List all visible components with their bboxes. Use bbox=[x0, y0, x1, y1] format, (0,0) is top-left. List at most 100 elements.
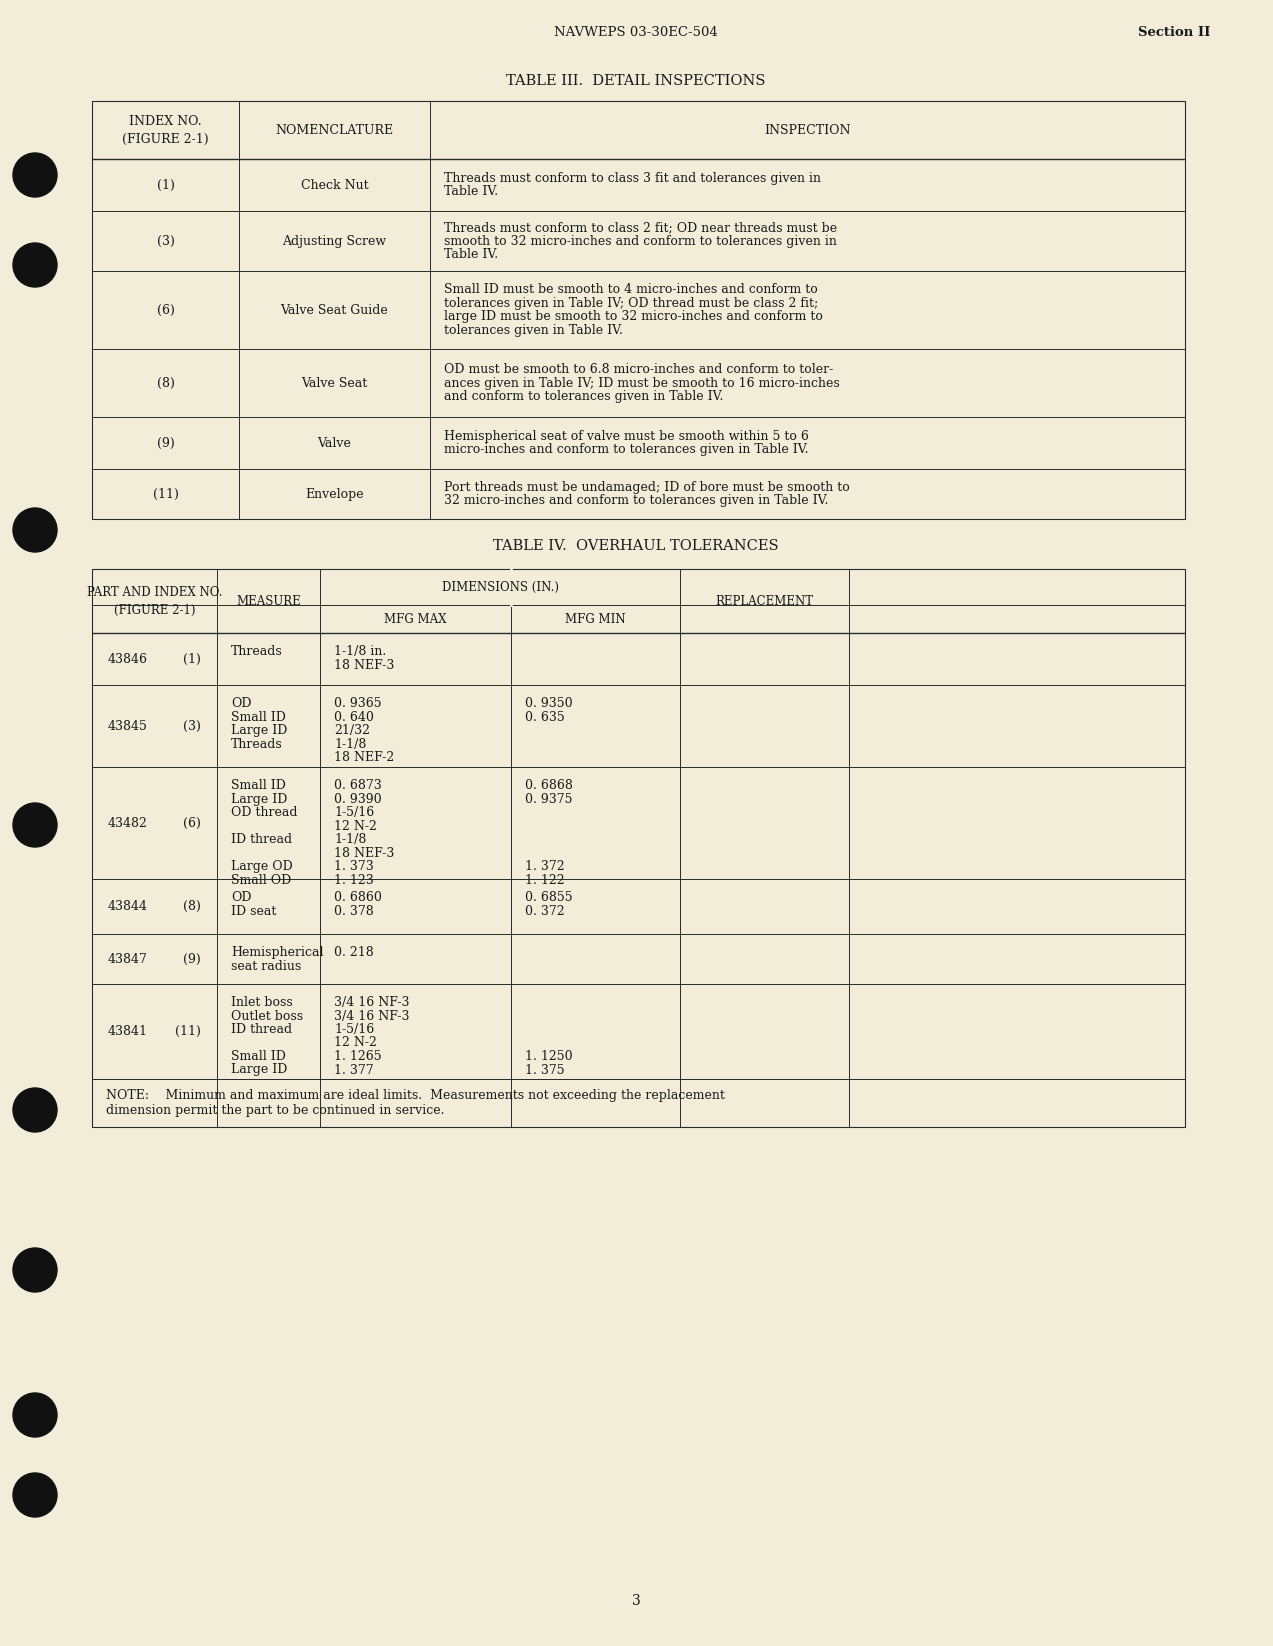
Text: 0. 372: 0. 372 bbox=[524, 905, 565, 917]
Text: (FIGURE 2-1): (FIGURE 2-1) bbox=[113, 604, 195, 617]
Text: NAVWEPS 03-30EC-504: NAVWEPS 03-30EC-504 bbox=[554, 26, 718, 40]
Text: (8): (8) bbox=[183, 900, 201, 914]
Text: (3): (3) bbox=[157, 234, 174, 247]
Text: 18 NEF-3: 18 NEF-3 bbox=[334, 658, 395, 672]
Text: Table IV.: Table IV. bbox=[444, 249, 498, 262]
Text: 12 N-2: 12 N-2 bbox=[334, 820, 377, 833]
Text: Section II: Section II bbox=[1138, 26, 1211, 40]
Text: 3/4 16 NF-3: 3/4 16 NF-3 bbox=[334, 1009, 410, 1022]
Text: 43482: 43482 bbox=[108, 816, 148, 830]
Text: 1. 1265: 1. 1265 bbox=[334, 1050, 382, 1063]
Text: 1. 373: 1. 373 bbox=[334, 859, 374, 872]
Text: MEASURE: MEASURE bbox=[236, 594, 300, 607]
Text: (6): (6) bbox=[183, 816, 201, 830]
Text: Valve Seat Guide: Valve Seat Guide bbox=[280, 303, 388, 316]
Text: Threads: Threads bbox=[230, 737, 283, 751]
Text: (8): (8) bbox=[157, 377, 174, 390]
Circle shape bbox=[13, 244, 57, 286]
Text: INSPECTION: INSPECTION bbox=[764, 123, 850, 137]
Text: 0. 635: 0. 635 bbox=[524, 711, 565, 724]
Text: 21/32: 21/32 bbox=[334, 724, 370, 737]
Text: Small ID: Small ID bbox=[230, 779, 286, 792]
Text: 1. 375: 1. 375 bbox=[524, 1063, 565, 1076]
Text: and conform to tolerances given in Table IV.: and conform to tolerances given in Table… bbox=[444, 390, 723, 403]
Text: (1): (1) bbox=[183, 652, 201, 665]
Text: Hemispherical: Hemispherical bbox=[230, 946, 323, 960]
Text: (11): (11) bbox=[176, 1025, 201, 1039]
Text: (9): (9) bbox=[157, 436, 174, 449]
Text: NOMENCLATURE: NOMENCLATURE bbox=[275, 123, 393, 137]
Text: 1-1/8: 1-1/8 bbox=[334, 737, 367, 751]
Text: Envelope: Envelope bbox=[306, 487, 364, 500]
Text: 0. 9365: 0. 9365 bbox=[334, 696, 382, 709]
Circle shape bbox=[13, 1473, 57, 1518]
Text: 1. 1250: 1. 1250 bbox=[524, 1050, 573, 1063]
Text: TABLE IV.  OVERHAUL TOLERANCES: TABLE IV. OVERHAUL TOLERANCES bbox=[493, 538, 779, 553]
Text: smooth to 32 micro-inches and conform to tolerances given in: smooth to 32 micro-inches and conform to… bbox=[444, 234, 836, 247]
Text: tolerances given in Table IV.: tolerances given in Table IV. bbox=[444, 324, 622, 337]
Circle shape bbox=[13, 153, 57, 198]
Text: Small OD: Small OD bbox=[230, 874, 292, 887]
Text: Adjusting Screw: Adjusting Screw bbox=[283, 234, 387, 247]
Text: 1-5/16: 1-5/16 bbox=[334, 807, 374, 820]
Text: 18 NEF-3: 18 NEF-3 bbox=[334, 846, 395, 859]
Text: (9): (9) bbox=[183, 953, 201, 966]
Text: Threads must conform to class 3 fit and tolerances given in: Threads must conform to class 3 fit and … bbox=[444, 171, 821, 184]
Circle shape bbox=[13, 803, 57, 848]
Text: 0. 9375: 0. 9375 bbox=[524, 792, 573, 805]
Text: 1. 122: 1. 122 bbox=[524, 874, 565, 887]
Circle shape bbox=[13, 1248, 57, 1292]
Text: Inlet boss: Inlet boss bbox=[230, 996, 293, 1009]
Text: 1. 377: 1. 377 bbox=[334, 1063, 373, 1076]
Text: OD: OD bbox=[230, 696, 252, 709]
Text: Large ID: Large ID bbox=[230, 792, 288, 805]
Text: ID seat: ID seat bbox=[230, 905, 276, 917]
Text: ances given in Table IV; ID must be smooth to 16 micro-inches: ances given in Table IV; ID must be smoo… bbox=[444, 377, 840, 390]
Text: Threads: Threads bbox=[230, 645, 283, 658]
Text: 0. 9350: 0. 9350 bbox=[524, 696, 573, 709]
Text: seat radius: seat radius bbox=[230, 960, 302, 973]
Text: large ID must be smooth to 32 micro-inches and conform to: large ID must be smooth to 32 micro-inch… bbox=[444, 309, 822, 323]
Text: 0. 9390: 0. 9390 bbox=[334, 792, 382, 805]
Text: Large OD: Large OD bbox=[230, 859, 293, 872]
Text: 43845: 43845 bbox=[108, 719, 148, 732]
Text: 1. 372: 1. 372 bbox=[524, 859, 565, 872]
Text: Small ID: Small ID bbox=[230, 711, 286, 724]
Text: DIMENSIONS (IN.): DIMENSIONS (IN.) bbox=[442, 581, 559, 594]
Text: 0. 6855: 0. 6855 bbox=[524, 890, 573, 904]
Text: Check Nut: Check Nut bbox=[300, 178, 368, 191]
Text: 0. 378: 0. 378 bbox=[334, 905, 374, 917]
Text: Outlet boss: Outlet boss bbox=[230, 1009, 303, 1022]
Text: 0. 6868: 0. 6868 bbox=[524, 779, 573, 792]
Text: micro-inches and conform to tolerances given in Table IV.: micro-inches and conform to tolerances g… bbox=[444, 443, 808, 456]
Text: (6): (6) bbox=[157, 303, 174, 316]
Text: Valve: Valve bbox=[317, 436, 351, 449]
Text: 18 NEF-2: 18 NEF-2 bbox=[334, 751, 395, 764]
Text: 43847: 43847 bbox=[108, 953, 148, 966]
Text: Small ID: Small ID bbox=[230, 1050, 286, 1063]
Text: Valve Seat: Valve Seat bbox=[302, 377, 368, 390]
Text: OD thread: OD thread bbox=[230, 807, 298, 820]
Bar bbox=[92, 570, 1185, 1128]
Text: REPLACEMENT: REPLACEMENT bbox=[715, 594, 813, 607]
Text: ID thread: ID thread bbox=[230, 1024, 292, 1035]
Text: Large ID: Large ID bbox=[230, 724, 288, 737]
Text: tolerances given in Table IV; OD thread must be class 2 fit;: tolerances given in Table IV; OD thread … bbox=[444, 296, 819, 309]
Text: PART AND INDEX NO.: PART AND INDEX NO. bbox=[87, 586, 223, 599]
Circle shape bbox=[13, 509, 57, 551]
Text: 1-5/16: 1-5/16 bbox=[334, 1024, 374, 1035]
Text: Port threads must be undamaged; ID of bore must be smooth to: Port threads must be undamaged; ID of bo… bbox=[444, 481, 850, 494]
Text: 1-1/8 in.: 1-1/8 in. bbox=[334, 645, 386, 658]
Text: (FIGURE 2-1): (FIGURE 2-1) bbox=[122, 132, 209, 145]
Text: ID thread: ID thread bbox=[230, 833, 292, 846]
Text: 1-1/8: 1-1/8 bbox=[334, 833, 367, 846]
Text: Small ID must be smooth to 4 micro-inches and conform to: Small ID must be smooth to 4 micro-inche… bbox=[444, 283, 817, 296]
Text: Hemispherical seat of valve must be smooth within 5 to 6: Hemispherical seat of valve must be smoo… bbox=[444, 430, 808, 443]
Text: 1. 123: 1. 123 bbox=[334, 874, 374, 887]
Text: 0. 218: 0. 218 bbox=[334, 946, 374, 960]
Text: OD must be smooth to 6.8 micro-inches and conform to toler-: OD must be smooth to 6.8 micro-inches an… bbox=[444, 364, 834, 375]
Text: 3: 3 bbox=[631, 1593, 640, 1608]
Text: Table IV.: Table IV. bbox=[444, 186, 498, 198]
Text: (3): (3) bbox=[183, 719, 201, 732]
Text: (1): (1) bbox=[157, 178, 174, 191]
